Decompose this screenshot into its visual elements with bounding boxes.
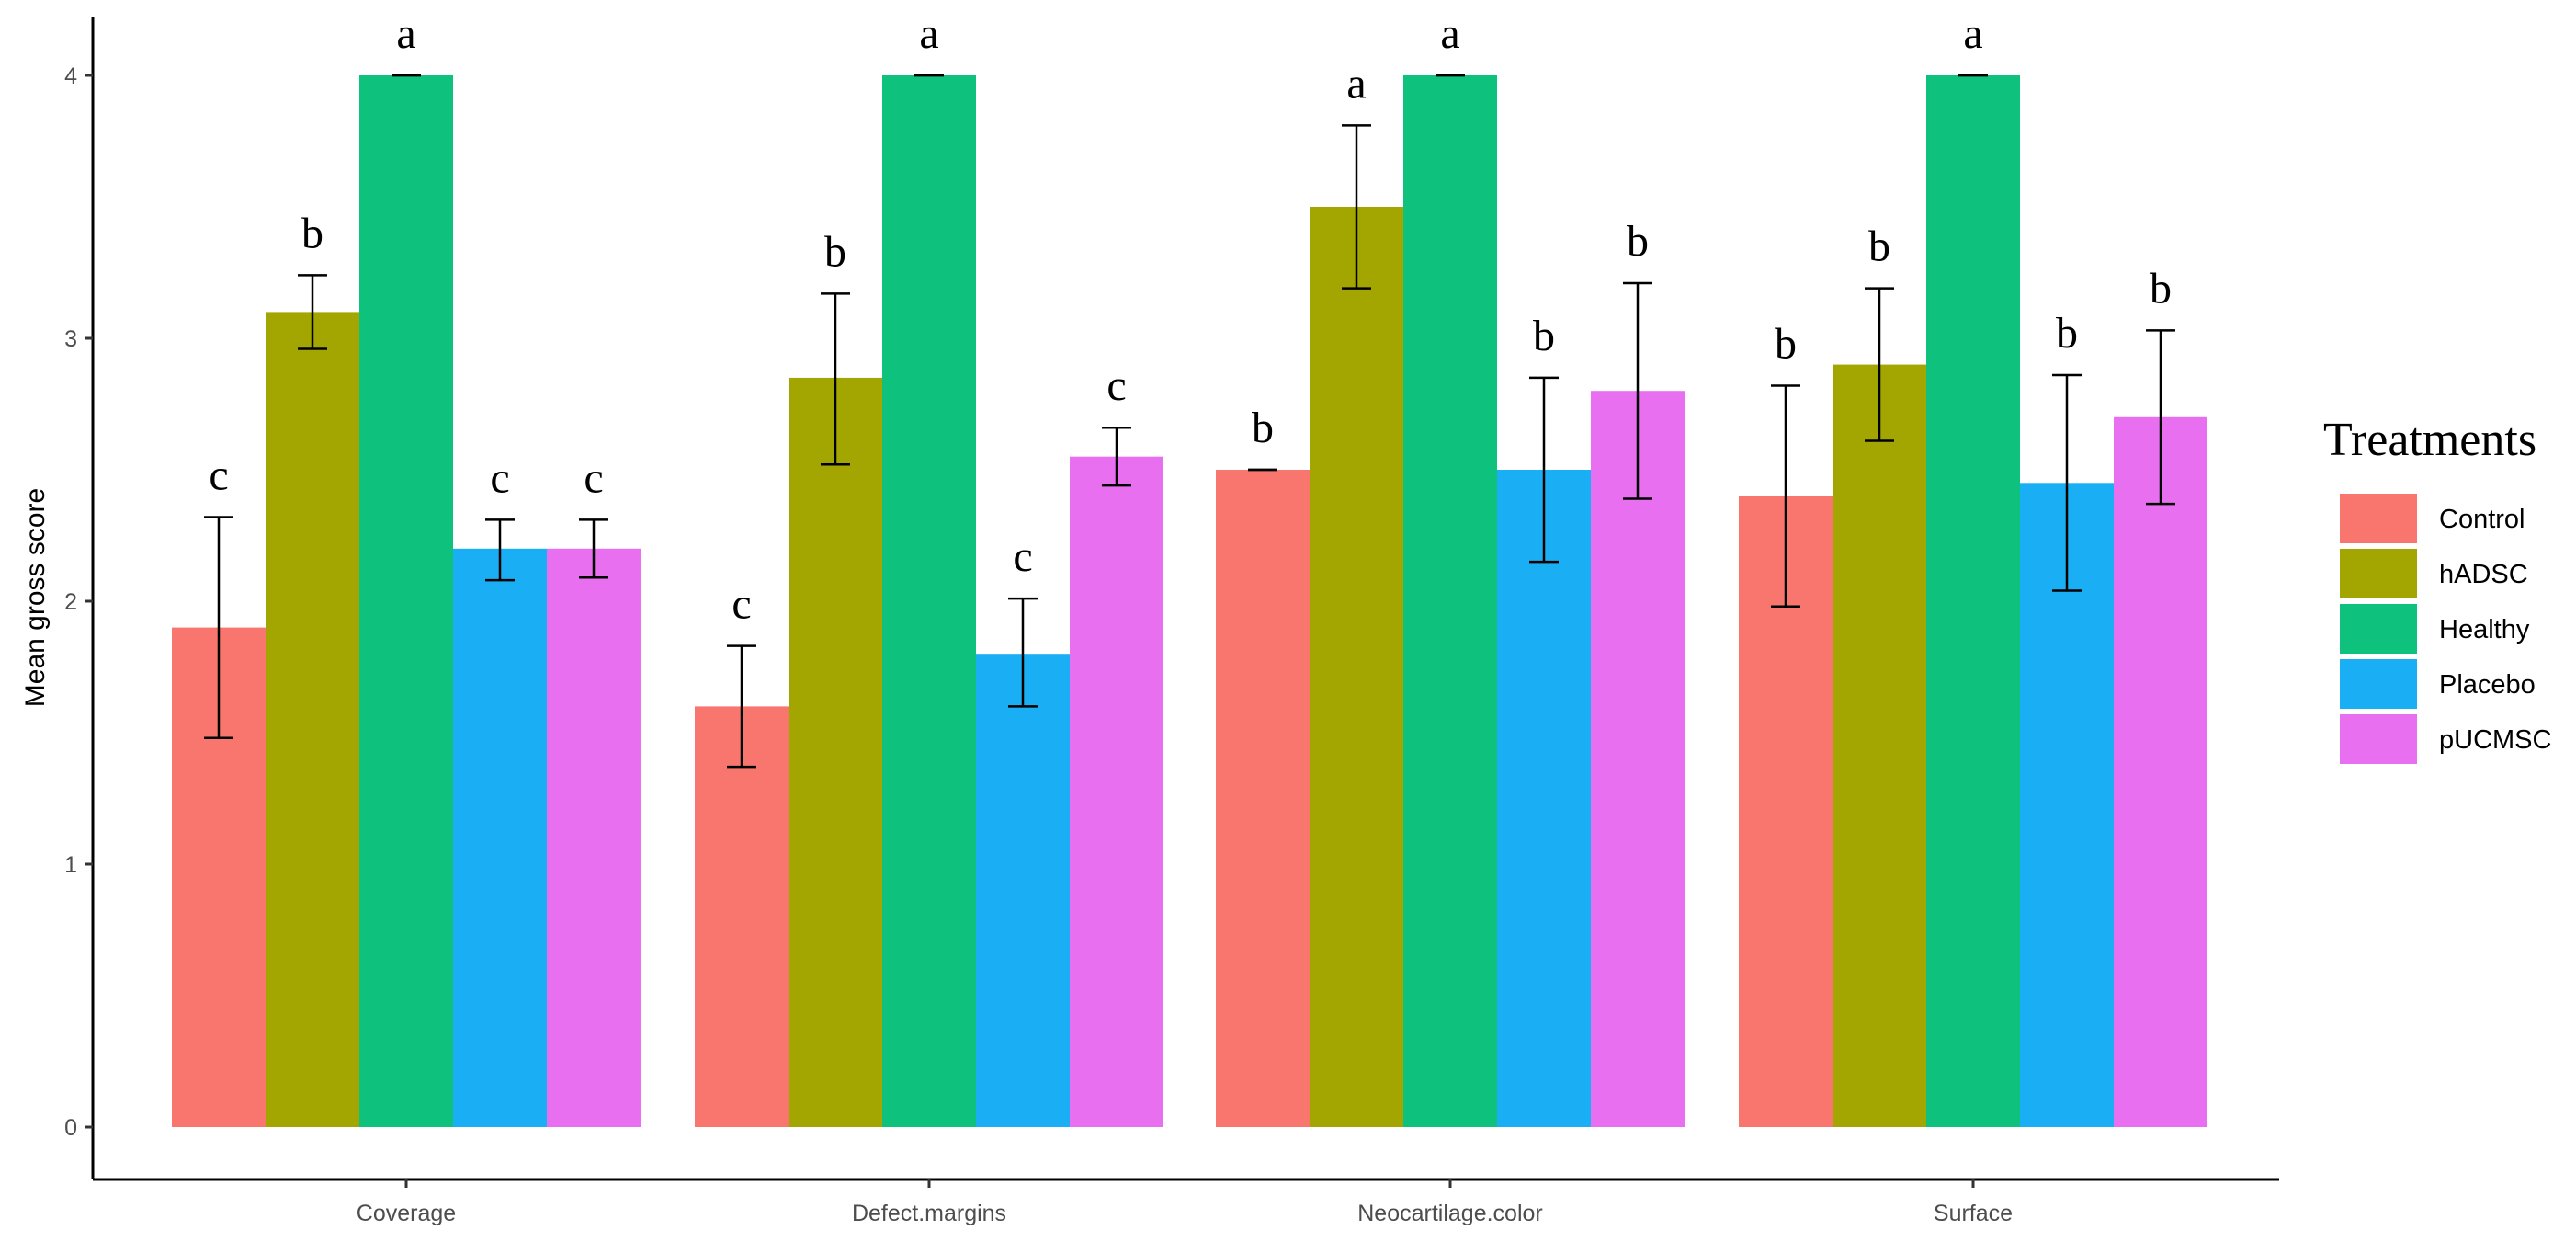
significance-label: b <box>1533 312 1555 360</box>
plot-area: 0 1 2 3 4 c b a c c Coverage c b a c c Defect.margins b a a… <box>64 9 2279 1226</box>
y-tick-label: 0 <box>64 1115 77 1141</box>
x-tick-label: Neocartilage.color <box>1357 1201 1543 1226</box>
significance-label: b <box>2056 309 2078 358</box>
significance-label: b <box>2150 264 2172 313</box>
bar <box>2114 416 2207 1127</box>
bar <box>1310 207 1403 1127</box>
significance-label: b <box>1627 217 1649 266</box>
bar <box>547 548 641 1127</box>
significance-label: a <box>396 9 415 58</box>
significance-label: c <box>584 453 603 502</box>
significance-label: a <box>1963 9 1982 58</box>
legend-label: pUCMSC <box>2439 725 2551 755</box>
significance-label: c <box>1106 361 1126 410</box>
bar <box>1216 470 1310 1127</box>
x-tick-label: Defect.margins <box>852 1201 1006 1226</box>
legend-title: Treatments <box>2323 414 2536 466</box>
y-tick-label: 4 <box>64 63 77 89</box>
legend-label: hADSC <box>2439 560 2528 589</box>
significance-label: a <box>1440 9 1459 58</box>
x-tick-label: Coverage <box>357 1201 456 1226</box>
significance-label: c <box>490 453 509 502</box>
significance-label: b <box>1252 404 1274 452</box>
bar <box>1497 470 1591 1127</box>
bar <box>789 377 882 1127</box>
significance-label: b <box>301 209 323 257</box>
y-tick-label: 2 <box>64 589 77 615</box>
bar <box>976 654 1070 1127</box>
legend-key <box>2340 494 2417 543</box>
legend-label: Control <box>2439 505 2525 534</box>
bar <box>1403 75 1497 1127</box>
legend: Treatments Control hADSC Healthy Placebo pUC… <box>2323 414 2551 764</box>
significance-label: c <box>209 450 228 499</box>
significance-label: b <box>1868 222 1890 271</box>
legend-key <box>2340 604 2417 654</box>
legend-label: Placebo <box>2439 670 2536 700</box>
significance-label: c <box>1013 532 1032 581</box>
legend-label: Healthy <box>2439 615 2530 644</box>
bar <box>1833 364 1926 1128</box>
significance-label: a <box>919 9 938 58</box>
significance-label: a <box>1346 59 1366 108</box>
y-tick-label: 1 <box>64 852 77 878</box>
bar <box>359 75 453 1127</box>
y-axis-title: Mean gross score <box>20 488 51 707</box>
y-tick-label: 3 <box>64 326 77 352</box>
legend-key <box>2340 714 2417 764</box>
significance-label: c <box>732 580 751 629</box>
bar <box>1070 456 1163 1127</box>
bar <box>882 75 976 1127</box>
significance-label: b <box>1775 319 1797 368</box>
legend-key <box>2340 549 2417 598</box>
bar <box>1926 75 2020 1127</box>
bar <box>453 548 547 1127</box>
bar <box>266 312 359 1127</box>
x-tick-label: Surface <box>1934 1201 2013 1226</box>
bar <box>695 706 789 1127</box>
significance-label: b <box>824 227 846 276</box>
bar <box>1591 391 1685 1127</box>
legend-key <box>2340 659 2417 709</box>
